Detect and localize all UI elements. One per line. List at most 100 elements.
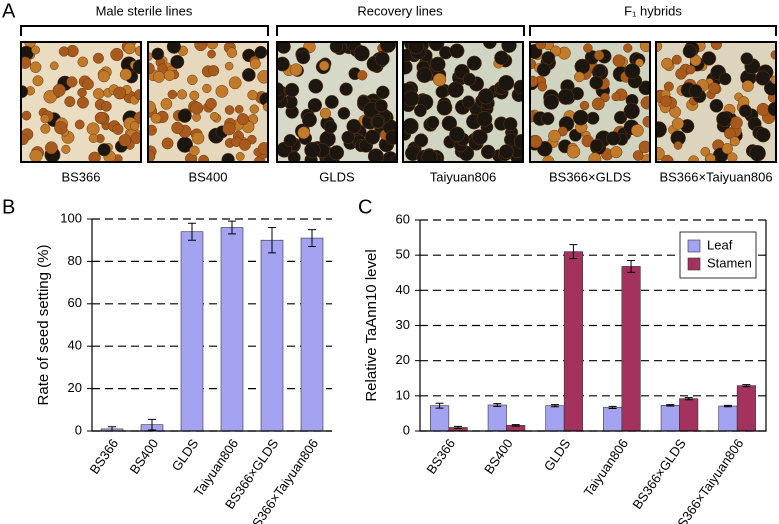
pollen-grain	[226, 47, 238, 58]
pollen-grain	[190, 101, 204, 115]
y-tick-label: 40	[396, 282, 410, 297]
pollen-grain	[43, 90, 57, 104]
pollen-grain	[304, 141, 321, 159]
pollen-grain	[74, 119, 85, 130]
pollen-grain	[749, 145, 766, 162]
pollen-grain	[660, 95, 672, 107]
pollen-grain	[329, 42, 344, 54]
error-bar	[268, 226, 276, 254]
pollen-grain	[591, 97, 605, 111]
pollen-grain	[480, 144, 496, 160]
error-bar	[550, 404, 559, 408]
x-tick-label: Taiyuan806	[581, 436, 631, 499]
pollen-grain	[708, 82, 721, 95]
pollen-grain	[403, 59, 413, 75]
pollen-grain	[31, 45, 41, 55]
pollen-grain	[426, 115, 440, 129]
pollen-grain	[721, 142, 733, 155]
photo-frame	[20, 41, 142, 163]
legend-swatch	[687, 257, 701, 271]
pollen-grain	[566, 145, 581, 159]
pollen-grain	[574, 71, 585, 83]
pollen-grain	[770, 75, 776, 85]
photo	[276, 41, 398, 163]
pollen-grain	[112, 123, 124, 135]
error-bar	[666, 404, 675, 407]
pollen-grain	[574, 58, 591, 75]
y-tick-label: 80	[68, 253, 82, 268]
photo-frame	[147, 41, 269, 163]
y-tick-label: 60	[68, 295, 82, 310]
pollen-grain	[21, 133, 29, 146]
x-tick-label: BS366×GLDS	[629, 436, 689, 512]
pollen-grain	[673, 141, 683, 150]
pollen-grain	[656, 146, 665, 161]
pollen-grain	[287, 151, 301, 162]
pollen-grain	[118, 134, 132, 147]
legend-box	[679, 231, 757, 279]
pollen-grain	[238, 138, 251, 151]
y-axis-label: Rate of seed setting (%)	[35, 245, 52, 406]
pollen-grain	[583, 43, 593, 53]
pollen-grain	[376, 85, 390, 100]
pollen-grain	[403, 90, 420, 107]
pollen-grain	[686, 64, 696, 75]
pollen-grain	[150, 112, 162, 124]
pollen-grain	[205, 97, 217, 110]
pollen-grain	[123, 42, 136, 55]
pollen-grain	[755, 70, 771, 86]
error-bar	[569, 244, 578, 260]
legend-swatch	[687, 239, 701, 253]
y-tick-label: 20	[396, 352, 410, 367]
pollen-grain	[543, 94, 560, 110]
pollen-grain	[610, 146, 623, 159]
pollen-grain	[194, 42, 208, 52]
pollen-grain	[675, 68, 687, 80]
pollen-grain	[52, 83, 66, 97]
pollen-grain	[403, 117, 419, 135]
pollen-grain	[77, 87, 87, 98]
pollen-grain	[237, 113, 249, 126]
panel-label: B	[2, 196, 15, 218]
pollen-grain	[536, 62, 551, 77]
pollen-grain	[148, 100, 156, 114]
pollen-grain	[119, 68, 132, 81]
pollen-grain	[756, 102, 770, 117]
pollen-grain	[289, 63, 303, 77]
pollen-grain	[148, 124, 157, 136]
error-bar	[454, 425, 463, 430]
pollen-grain	[671, 54, 682, 65]
pollen-grain	[514, 133, 523, 149]
photo-frame	[655, 41, 777, 163]
pollen-grain	[631, 124, 644, 137]
y-tick-label: 40	[68, 338, 82, 353]
y-tick-label: 100	[60, 210, 82, 225]
bar	[718, 405, 738, 432]
pollen-grain	[283, 133, 297, 148]
pollen-grain	[177, 108, 192, 123]
group-bracket	[20, 25, 777, 36]
pollen-grain	[92, 52, 104, 64]
pollen-grain	[548, 129, 561, 143]
pollen-grain	[341, 130, 355, 144]
sample-label: BS366×GLDS	[549, 169, 631, 184]
y-tick-label: 50	[396, 247, 410, 262]
bar	[563, 251, 583, 432]
pollen-grain	[729, 136, 740, 147]
pollen-grain	[639, 42, 650, 53]
pollen-grain	[54, 121, 68, 135]
photo	[529, 41, 651, 163]
pollen-grain	[88, 133, 99, 144]
pollen-grain	[727, 152, 738, 162]
y-tick-label: 0	[75, 422, 82, 437]
pollen-grain	[656, 121, 667, 138]
pollen-grain	[44, 141, 58, 155]
pollen-grain	[498, 144, 514, 160]
pollen-grain	[709, 98, 724, 113]
x-tick-label: GLDS	[541, 436, 574, 474]
pollen-grain	[767, 101, 776, 117]
pollen-grain	[297, 126, 311, 140]
pollen-grain	[593, 63, 607, 77]
pollen-grain	[541, 111, 555, 126]
pollen-grain	[738, 104, 752, 118]
